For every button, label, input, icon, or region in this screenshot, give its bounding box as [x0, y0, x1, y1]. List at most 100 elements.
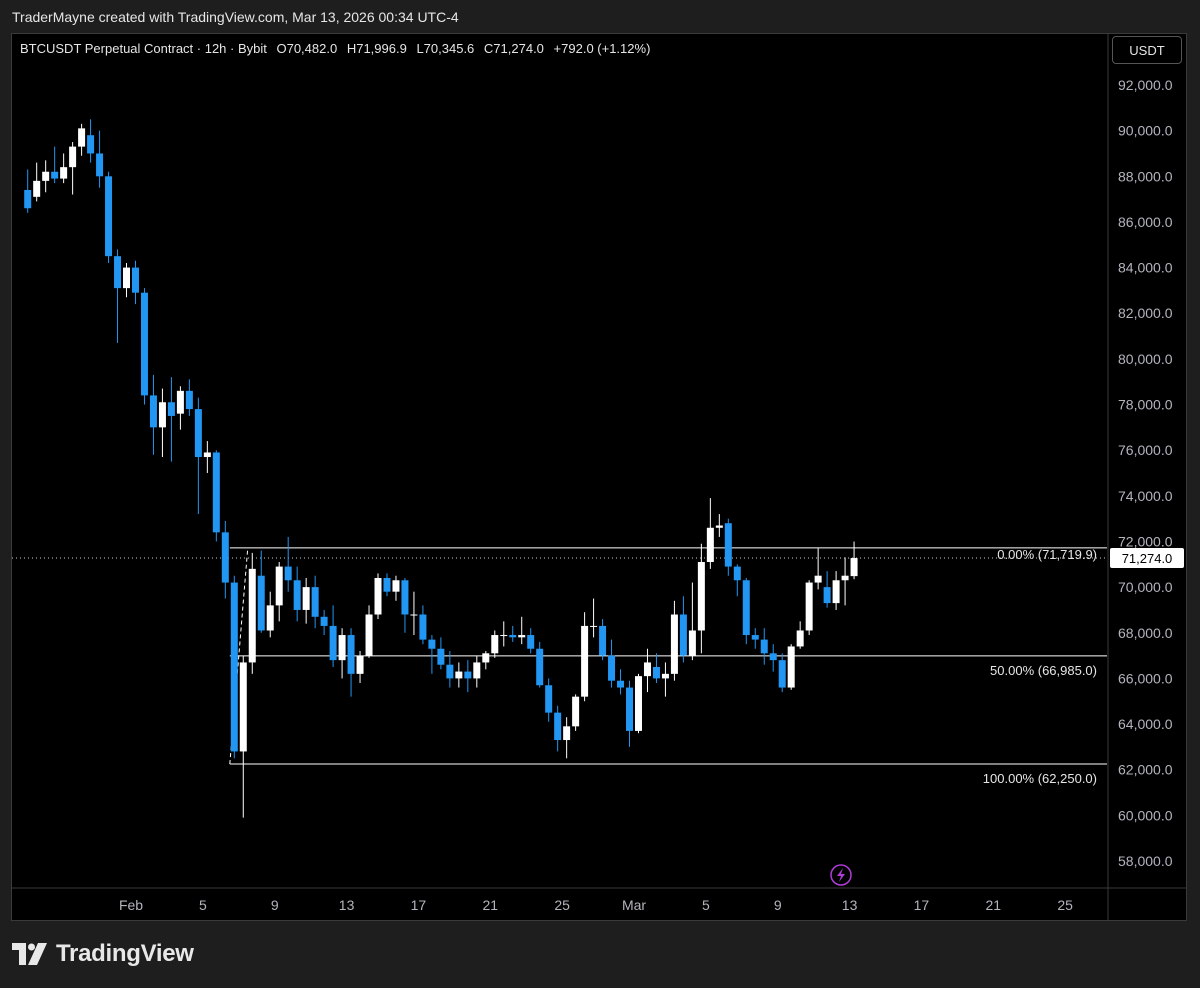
candle-body [805, 582, 813, 631]
price-tick-label: 74,000.0 [1118, 488, 1173, 504]
price-tick-label: 78,000.0 [1118, 397, 1173, 413]
fib-level-label: 100.00% (62,250.0) [983, 771, 1097, 786]
candle-body [329, 625, 337, 661]
axis-layer: 58,000.0 60,000.0 62,000.0 64,000.0 66,000.0… [12, 34, 1186, 920]
candle-body [572, 696, 580, 727]
candle-body [455, 671, 463, 679]
tradingview-logo: TradingView [12, 940, 194, 968]
price-tick-label: 90,000.0 [1118, 123, 1173, 139]
candle-body [419, 614, 427, 640]
candle-body [778, 660, 786, 688]
chart-pane[interactable] [11, 33, 1187, 921]
time-tick-label: 21 [482, 897, 498, 913]
candle-body [706, 527, 714, 563]
candle-body [509, 635, 517, 638]
currency-selector-button[interactable]: USDT [1112, 36, 1182, 64]
candle-body [69, 146, 77, 168]
price-tick-label: 84,000.0 [1118, 260, 1173, 276]
candle-body [751, 635, 759, 640]
candle-body [563, 726, 571, 741]
candle-body [194, 409, 202, 458]
ohlc-close: C71,274.0 [483, 41, 544, 56]
price-tick-label: 62,000.0 [1118, 762, 1173, 778]
labels-layer: 71,274.0 [830, 548, 1184, 886]
candle-body [347, 635, 355, 674]
ohlc-low: L70,345.6 [416, 41, 475, 56]
candles-layer [24, 119, 858, 818]
candle-body [617, 680, 625, 688]
candle-body [527, 635, 535, 649]
candle-body [365, 614, 373, 656]
candle-body [293, 580, 301, 610]
candle-body [203, 452, 211, 458]
candle-body [374, 577, 382, 615]
candle-body [114, 256, 122, 289]
candle-body [491, 635, 499, 654]
candle-body [51, 171, 59, 179]
candle-body [599, 625, 607, 656]
price-tick-label: 76,000.0 [1118, 442, 1173, 458]
candle-body [581, 625, 589, 697]
candle-body [167, 402, 175, 416]
fib-retracement-layer[interactable]: 0.00% (71,719.9) 50.00% (66,985.0) 100.00%… [229, 547, 1107, 786]
time-tick-label: 25 [1057, 897, 1073, 913]
candle-body [428, 639, 436, 649]
candle-body [158, 402, 166, 428]
candle-body [688, 630, 696, 656]
candle-body [383, 577, 391, 592]
candle-body [275, 566, 283, 606]
candle-body [230, 582, 238, 752]
candle-body [140, 292, 148, 396]
candle-body [626, 687, 634, 731]
candle-body [131, 267, 139, 293]
candle-body [212, 452, 220, 533]
price-tick-label: 88,000.0 [1118, 168, 1173, 184]
candle-body [823, 587, 831, 604]
candle-body [518, 635, 526, 638]
candle-body [787, 646, 795, 688]
time-tick-label: 5 [702, 897, 710, 913]
time-tick-label: Feb [119, 897, 143, 913]
candle-body [302, 587, 310, 610]
last-price-tag [1110, 548, 1184, 569]
last-price-label: 71,274.0 [1122, 551, 1173, 566]
candle-body [715, 525, 723, 528]
candle-body [697, 562, 705, 631]
candle-body [590, 625, 598, 627]
candle-body [464, 671, 472, 679]
candle-body [796, 630, 804, 647]
candle-body [482, 653, 490, 663]
candle-body [105, 176, 113, 257]
price-tick-label: 60,000.0 [1118, 807, 1173, 823]
candle-body [176, 390, 184, 414]
symbol-title: BTCUSDT Perpetual Contract · 12h · Bybit [20, 41, 267, 56]
price-tick-label: 80,000.0 [1118, 351, 1173, 367]
candle-body [257, 575, 265, 631]
candle-body [239, 662, 247, 752]
candle-body [814, 575, 822, 583]
time-tick-label: 21 [985, 897, 1001, 913]
candle-body [500, 635, 508, 637]
time-tick-label: 9 [774, 897, 782, 913]
candle-body [123, 267, 131, 289]
candle-body [392, 580, 400, 592]
price-tick-label: 58,000.0 [1118, 853, 1173, 869]
candle-body [832, 580, 840, 604]
candle-body [769, 653, 777, 661]
ohlc-high: H71,996.9 [346, 41, 407, 56]
price-tick-label: 86,000.0 [1118, 214, 1173, 230]
price-change: +792.0 (+1.12%) [553, 41, 651, 56]
header-credit: TraderMayne created with TradingView.com… [12, 9, 459, 25]
candle-body [679, 614, 687, 656]
time-tick-label: 13 [339, 897, 355, 913]
ohlc-open: O70,482.0 [276, 41, 338, 56]
fib-level-label: 0.00% (71,719.9) [997, 547, 1097, 562]
candle-body [724, 523, 732, 567]
candle-body [320, 616, 328, 626]
candle-body [410, 614, 418, 616]
time-tick-label: 9 [271, 897, 279, 913]
lightning-icon[interactable] [830, 864, 852, 886]
candle-body [670, 614, 678, 674]
candle-body [96, 153, 104, 177]
